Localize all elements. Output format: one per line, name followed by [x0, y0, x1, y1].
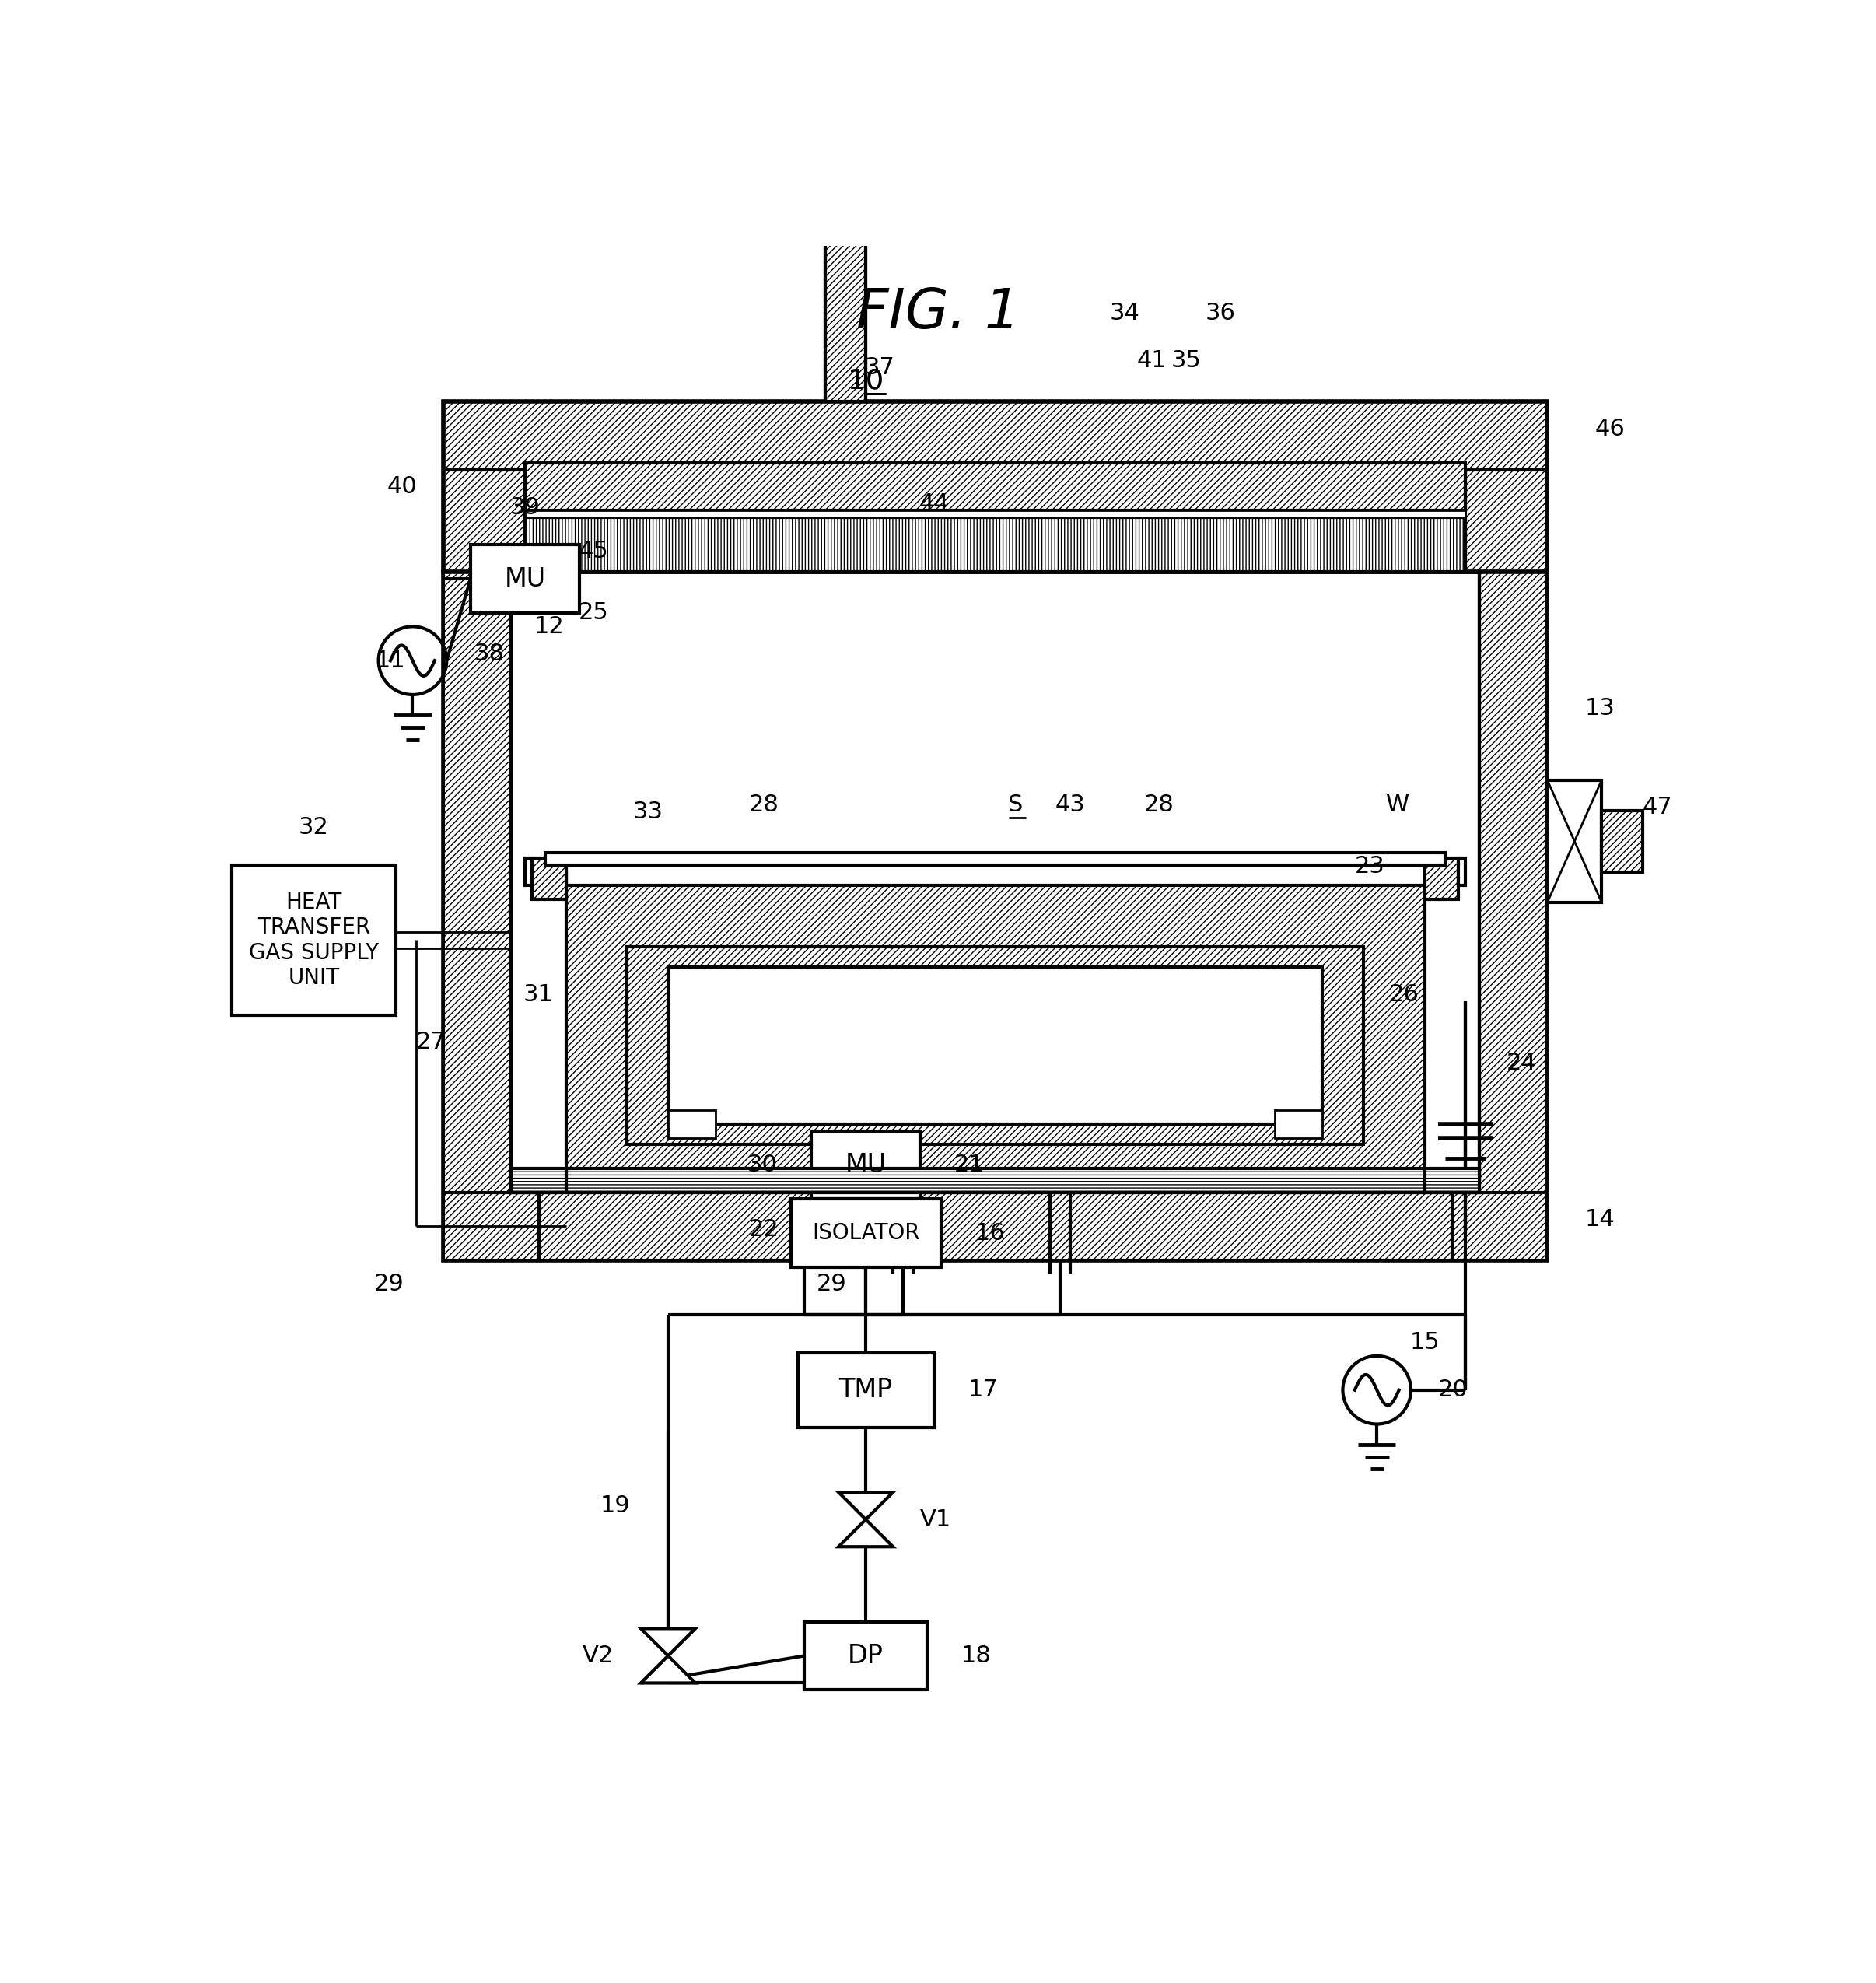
Polygon shape [642, 1656, 696, 1684]
Text: 32: 32 [298, 817, 328, 839]
Polygon shape [839, 1519, 893, 1547]
Bar [512, 571, 1478, 1192]
Bar [471, 545, 580, 613]
Bar [825, 149, 865, 403]
Bar [443, 403, 1548, 571]
Bar [1478, 571, 1548, 1261]
Bar [525, 462, 1465, 512]
Text: 37: 37 [865, 357, 895, 379]
Bar [1602, 811, 1643, 873]
Text: 44: 44 [919, 492, 949, 516]
Polygon shape [642, 1628, 696, 1656]
Text: 41: 41 [1137, 349, 1167, 373]
Bar [822, 129, 869, 149]
Text: V1: V1 [921, 1509, 951, 1531]
Text: MU: MU [505, 565, 546, 591]
Bar [531, 859, 567, 898]
Text: 34: 34 [1109, 301, 1141, 325]
Text: 11: 11 [375, 648, 405, 672]
Bar [233, 865, 396, 1015]
Text: MU: MU [844, 1152, 887, 1178]
Text: 22: 22 [749, 1218, 779, 1241]
Text: 14: 14 [1585, 1208, 1615, 1231]
Text: 16: 16 [976, 1222, 1006, 1245]
Text: 40: 40 [386, 476, 418, 498]
Bar [538, 1192, 1452, 1261]
Text: 28: 28 [749, 793, 779, 817]
Bar [567, 865, 1424, 886]
Text: S: S [1007, 793, 1022, 817]
Text: 20: 20 [1439, 1378, 1469, 1402]
Text: 10: 10 [848, 369, 884, 395]
Polygon shape [839, 1493, 893, 1519]
Bar [627, 948, 1364, 1144]
Bar [1465, 403, 1548, 571]
Bar [443, 571, 1548, 1261]
Text: 21: 21 [955, 1154, 985, 1176]
Bar [567, 865, 1424, 1192]
Text: 45: 45 [578, 539, 608, 563]
Text: ISOLATOR: ISOLATOR [812, 1222, 919, 1243]
Text: W: W [1386, 793, 1409, 817]
Text: 30: 30 [747, 1154, 777, 1176]
Text: 33: 33 [632, 801, 662, 823]
Bar [512, 1168, 567, 1192]
Text: 18: 18 [961, 1644, 991, 1668]
Text: 47: 47 [1643, 795, 1673, 819]
Text: 17: 17 [968, 1378, 998, 1402]
Bar [525, 518, 1465, 571]
Bar [1548, 779, 1602, 902]
Text: 38: 38 [475, 642, 505, 664]
Text: DP: DP [848, 1644, 884, 1668]
Text: 23: 23 [1354, 855, 1384, 878]
Bar [525, 512, 1465, 518]
Bar [443, 403, 1548, 470]
Text: 25: 25 [578, 601, 608, 625]
Text: 29: 29 [816, 1273, 846, 1295]
Text: 36: 36 [1204, 301, 1234, 325]
Text: HEAT
TRANSFER
GAS SUPPLY
UNIT: HEAT TRANSFER GAS SUPPLY UNIT [250, 892, 379, 990]
Text: 28: 28 [1144, 793, 1174, 817]
Bar [668, 968, 1323, 1124]
Bar [797, 1352, 934, 1428]
Text: V2: V2 [582, 1644, 613, 1668]
Text: 13: 13 [1585, 698, 1615, 720]
Text: 35: 35 [1171, 349, 1201, 373]
Text: 12: 12 [535, 615, 565, 639]
Bar [443, 571, 512, 1261]
Text: FIG. 1: FIG. 1 [855, 286, 1021, 339]
Bar [810, 1130, 921, 1200]
Text: TMP: TMP [839, 1376, 893, 1402]
Text: 15: 15 [1409, 1331, 1439, 1354]
Text: 24: 24 [1506, 1051, 1536, 1075]
Bar [567, 1168, 1424, 1192]
Bar [443, 1192, 1548, 1261]
Text: 43: 43 [1054, 793, 1086, 817]
Bar [1424, 1168, 1478, 1192]
Bar [1460, 859, 1465, 886]
Text: 26: 26 [1388, 984, 1420, 1005]
Text: 31: 31 [523, 984, 553, 1005]
Bar [443, 403, 525, 571]
Text: 29: 29 [373, 1273, 403, 1295]
Bar [525, 859, 531, 886]
Bar [1274, 1110, 1323, 1138]
Text: 27: 27 [416, 1031, 446, 1053]
Bar [1424, 859, 1460, 898]
Text: 10: 10 [848, 369, 884, 395]
Text: 19: 19 [600, 1495, 630, 1517]
Bar [792, 1200, 940, 1267]
Text: 39: 39 [510, 496, 540, 518]
Bar [546, 853, 1445, 865]
Bar [805, 1622, 927, 1690]
Text: 46: 46 [1595, 418, 1625, 440]
Bar [668, 1110, 717, 1138]
